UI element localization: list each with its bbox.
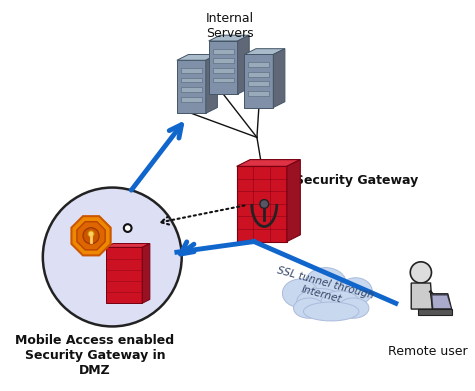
Ellipse shape: [339, 278, 372, 305]
Polygon shape: [418, 309, 452, 315]
Polygon shape: [209, 41, 238, 94]
Circle shape: [260, 199, 269, 208]
Polygon shape: [245, 170, 271, 242]
Polygon shape: [237, 166, 287, 242]
Polygon shape: [206, 54, 218, 113]
Text: Internal
Servers: Internal Servers: [206, 12, 254, 40]
Polygon shape: [244, 54, 273, 108]
Ellipse shape: [297, 289, 343, 314]
Polygon shape: [287, 160, 300, 242]
Polygon shape: [180, 87, 202, 92]
Text: Mobile Access enabled
Security Gateway in
DMZ: Mobile Access enabled Security Gateway i…: [15, 334, 174, 377]
Circle shape: [83, 228, 99, 244]
Polygon shape: [430, 294, 452, 309]
Polygon shape: [212, 58, 234, 63]
Polygon shape: [111, 250, 129, 301]
Ellipse shape: [338, 298, 369, 318]
Ellipse shape: [321, 291, 360, 314]
Text: SSL tunnel through
Internet: SSL tunnel through Internet: [273, 265, 374, 312]
Polygon shape: [411, 283, 432, 309]
Polygon shape: [212, 68, 234, 73]
Polygon shape: [177, 54, 218, 60]
Polygon shape: [248, 72, 269, 77]
Polygon shape: [105, 244, 150, 248]
Polygon shape: [212, 49, 234, 54]
Polygon shape: [237, 160, 300, 166]
Circle shape: [43, 188, 182, 326]
Ellipse shape: [304, 302, 359, 321]
Text: Security Gateway: Security Gateway: [294, 174, 418, 187]
Ellipse shape: [304, 267, 347, 301]
Polygon shape: [238, 35, 249, 94]
Polygon shape: [71, 216, 111, 255]
Ellipse shape: [294, 298, 324, 318]
Circle shape: [410, 262, 431, 283]
Polygon shape: [209, 35, 249, 41]
Circle shape: [88, 231, 94, 237]
Polygon shape: [142, 244, 150, 303]
Polygon shape: [180, 78, 202, 83]
Polygon shape: [180, 68, 202, 73]
Polygon shape: [273, 49, 285, 108]
Polygon shape: [244, 49, 285, 54]
Polygon shape: [105, 248, 142, 303]
Ellipse shape: [282, 279, 318, 307]
Polygon shape: [180, 97, 202, 102]
Polygon shape: [212, 78, 234, 83]
Text: Remote user: Remote user: [388, 345, 467, 358]
Polygon shape: [77, 222, 105, 250]
Polygon shape: [432, 296, 451, 308]
Polygon shape: [248, 62, 269, 67]
Circle shape: [124, 224, 132, 232]
Polygon shape: [177, 60, 206, 113]
Polygon shape: [245, 166, 279, 170]
Polygon shape: [248, 91, 269, 96]
Polygon shape: [248, 81, 269, 86]
